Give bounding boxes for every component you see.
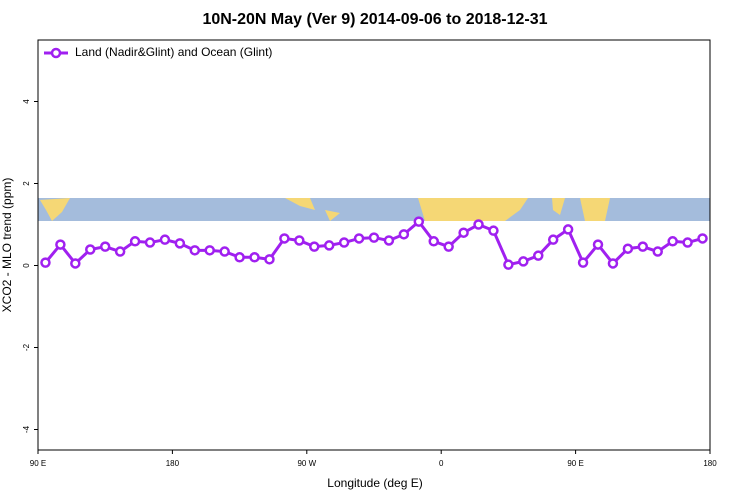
point: [338, 237, 350, 248]
point: [458, 227, 469, 238]
chart-title: 10N-20N May (Ver 9) 2014-09-06 to 2018-1…: [202, 11, 547, 28]
point: [55, 239, 66, 250]
x-tick-label: 180: [166, 459, 180, 468]
point: [577, 257, 589, 268]
point: [234, 252, 245, 263]
point: [398, 229, 410, 240]
point: [219, 246, 230, 257]
point: [40, 257, 51, 268]
point: [129, 236, 141, 247]
point: [518, 256, 529, 267]
point: [547, 234, 559, 245]
legend-marker: [50, 47, 62, 59]
point: [294, 235, 305, 246]
y-tick-label: 2: [22, 181, 31, 186]
point: [70, 258, 81, 269]
point: [637, 241, 649, 252]
point: [353, 233, 365, 244]
y-tick-label: 0: [22, 263, 31, 268]
point: [413, 216, 425, 227]
point: [667, 236, 678, 247]
series-line: [44, 219, 703, 267]
point: [383, 235, 395, 246]
point: [189, 245, 201, 256]
point: [607, 258, 619, 269]
x-tick-label: 90 E: [567, 459, 583, 468]
point: [682, 237, 693, 248]
point: [264, 254, 275, 265]
x-tick-label: 90 E: [30, 459, 46, 468]
x-tick-label: 90 W: [297, 459, 316, 468]
point: [144, 237, 156, 248]
point: [204, 245, 215, 256]
point: [533, 250, 544, 261]
y-tick-label: -2: [22, 343, 31, 351]
point: [309, 241, 320, 252]
point: [443, 241, 454, 252]
map-strip: [38, 198, 710, 221]
point: [562, 224, 574, 235]
point: [249, 252, 260, 263]
x-tick-label: 180: [703, 459, 717, 468]
point: [622, 243, 634, 254]
legend-label: Land (Nadir&Glint) and Ocean (Glint): [75, 45, 272, 59]
point: [99, 241, 111, 252]
y-axis-label: XCO2 - MLO trend (ppm): [0, 178, 14, 313]
y-tick-label: 4: [22, 99, 31, 104]
point: [503, 259, 514, 270]
x-axis-label: Longitude (deg E): [327, 476, 422, 490]
x-tick-label: 0: [439, 459, 444, 468]
point: [428, 236, 439, 247]
point: [697, 233, 708, 244]
point: [652, 246, 663, 257]
point: [368, 232, 380, 243]
point: [488, 225, 499, 236]
point: [473, 219, 484, 230]
point: [279, 233, 290, 244]
point: [159, 234, 171, 245]
point: [174, 238, 186, 249]
point: [85, 244, 96, 255]
plot-frame: [37, 39, 711, 451]
point: [114, 246, 126, 257]
point: [592, 239, 604, 250]
y-tick-label: -4: [22, 425, 31, 433]
point: [323, 240, 335, 251]
